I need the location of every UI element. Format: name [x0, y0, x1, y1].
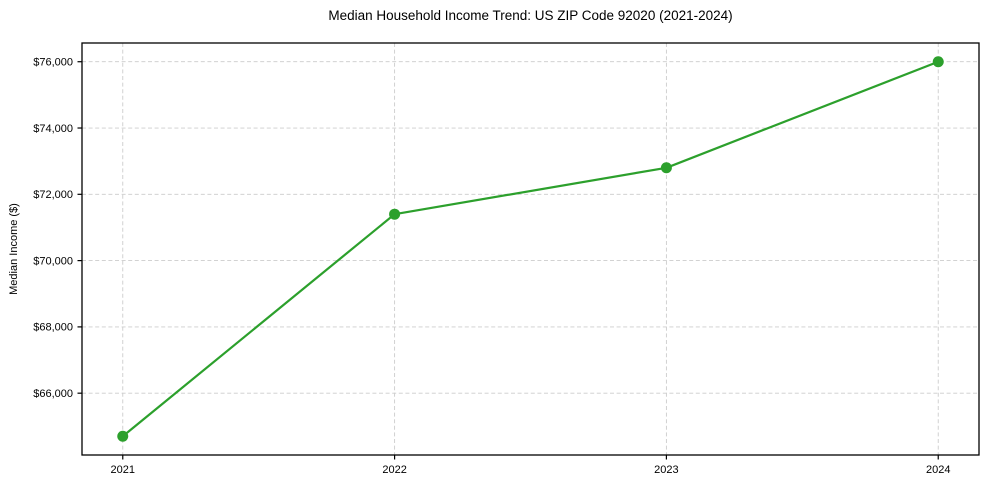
- y-tick-label: $70,000: [33, 255, 73, 267]
- axis-frame: [81, 42, 980, 456]
- y-tick-label: $74,000: [33, 123, 73, 135]
- data-point-marker: [389, 208, 401, 220]
- chart-title: Median Household Income Trend: US ZIP Co…: [328, 8, 733, 23]
- y-tick-label: $68,000: [33, 322, 73, 334]
- data-point-marker: [932, 56, 944, 68]
- y-tick-label: $72,000: [33, 189, 73, 201]
- x-tick-label: 2023: [654, 464, 678, 476]
- x-tick-label: 2024: [926, 464, 950, 476]
- x-tick-label: 2022: [382, 464, 406, 476]
- y-tick-label: $66,000: [33, 388, 73, 400]
- trend-line: [121, 60, 940, 438]
- data-point-marker: [660, 162, 672, 174]
- x-tick-label: 2021: [111, 464, 135, 476]
- y-tick-label: $76,000: [33, 56, 73, 68]
- data-point-marker: [117, 430, 129, 442]
